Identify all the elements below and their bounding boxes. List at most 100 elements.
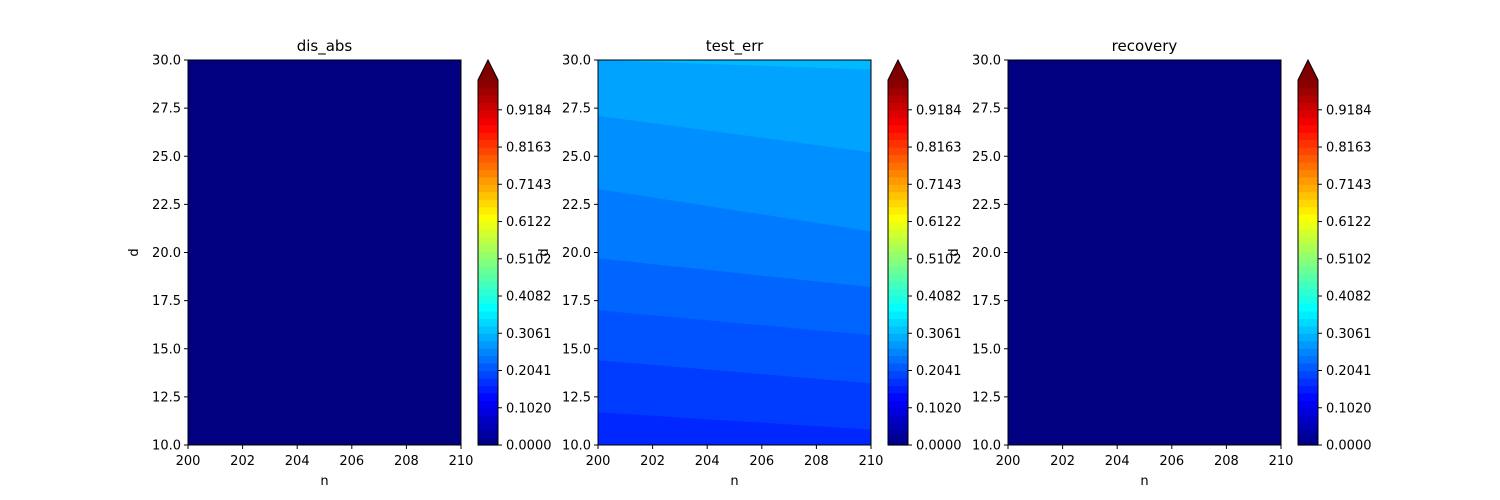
colorbar-segment	[478, 310, 498, 319]
colorbar-segment	[478, 385, 498, 394]
colorbar-segment	[478, 191, 498, 200]
colorbar-tick-label: 0.0000	[506, 439, 552, 454]
colorbar-segment	[478, 147, 498, 156]
colorbar-segment	[1298, 206, 1318, 215]
y-tick-label: 20.0	[152, 246, 181, 261]
colorbar-segment	[1298, 355, 1318, 364]
colorbar-segment	[888, 296, 908, 305]
colorbar-tick-label: 0.6122	[916, 215, 962, 230]
x-tick-label: 210	[1269, 454, 1294, 469]
colorbar-segment	[1298, 147, 1318, 156]
colorbar-segment	[478, 303, 498, 312]
colorbar-segment	[1298, 273, 1318, 282]
y-tick-label: 12.5	[152, 390, 181, 405]
colorbar-segment	[1298, 169, 1318, 178]
colorbar-frame	[1297, 58, 1319, 446]
x-tick-label: 204	[1105, 454, 1130, 469]
x-tick-label: 200	[176, 454, 201, 469]
colorbar-segment	[888, 176, 908, 185]
x-tick-label: 202	[640, 454, 665, 469]
y-tick-label: 27.5	[562, 102, 591, 117]
colorbar-segment	[888, 87, 908, 96]
colorbar-segment	[888, 400, 908, 409]
y-tick-label: 30.0	[152, 54, 181, 69]
colorbar-segment	[478, 400, 498, 409]
colorbar-tick-label: 0.4082	[506, 290, 552, 305]
colorbar-extend-triangle	[888, 60, 908, 80]
colorbar-segment	[478, 296, 498, 305]
colorbar-segment	[888, 221, 908, 230]
colorbar-segment	[1298, 228, 1318, 238]
colorbar-tick-label: 0.7143	[1326, 178, 1372, 193]
y-tick-label: 25.0	[972, 150, 1001, 165]
colorbar-segment	[478, 154, 498, 163]
colorbar-segment	[478, 117, 498, 126]
y-tick-label: 10.0	[972, 439, 1001, 454]
contour-band	[598, 412, 871, 445]
heatmap-fill	[1008, 60, 1281, 445]
colorbar-segment	[888, 161, 908, 170]
colorbar-segment	[478, 273, 498, 282]
colorbar-frame	[887, 58, 909, 446]
colorbar-segment	[888, 340, 908, 349]
colorbar-segment	[1298, 333, 1318, 342]
colorbar-segment	[1298, 303, 1318, 312]
colorbar-tick-label: 0.9184	[506, 103, 552, 118]
colorbar-segment	[478, 333, 498, 342]
y-tick-label: 10.0	[152, 439, 181, 454]
colorbar-segment	[888, 169, 908, 178]
y-tick-label: 20.0	[562, 246, 591, 261]
colorbar-segment	[478, 132, 498, 141]
colorbar-tick-label: 0.1020	[916, 401, 962, 416]
chart-panel-dis-abs: 200 202 204 206 208 210 10.0 12.5 15.0 17.5 20.0 22…	[127, 37, 552, 489]
colorbar-segment	[1298, 363, 1318, 372]
y-tick-label: 15.0	[562, 342, 591, 357]
y-tick-label: 15.0	[972, 342, 1001, 357]
colorbar-segment	[888, 288, 908, 297]
colorbar-segment	[478, 318, 498, 327]
y-axis-label: d	[537, 248, 552, 256]
colorbar-segment	[478, 281, 498, 290]
colorbar-segment	[888, 251, 908, 260]
colorbar-segment	[888, 370, 908, 379]
x-axis-label: n	[730, 474, 738, 489]
colorbar-segment	[478, 407, 498, 416]
colorbar-segment	[888, 377, 908, 387]
chart-title: test_err	[706, 37, 764, 56]
colorbar-extend-triangle	[478, 60, 498, 80]
colorbar-segment	[1298, 258, 1318, 267]
colorbar-tick-label: 0.3061	[506, 327, 552, 342]
colorbar-segment	[1298, 325, 1318, 334]
x-tick-label: 200	[996, 454, 1021, 469]
colorbar-segment	[888, 117, 908, 126]
colorbar-segment	[1298, 437, 1318, 446]
colorbar-segment	[1298, 124, 1318, 133]
colorbar-tick-label: 0.3061	[1326, 327, 1372, 342]
colorbar-segment	[888, 184, 908, 193]
colorbar-segment	[478, 370, 498, 379]
chart-title: dis_abs	[297, 37, 353, 56]
y-tick-label: 30.0	[972, 54, 1001, 69]
colorbar-segment	[1298, 430, 1318, 439]
colorbar-extend-triangle	[1298, 60, 1318, 80]
y-tick-label: 30.0	[562, 54, 591, 69]
colorbar-segment	[1298, 154, 1318, 163]
colorbar-tick-label: 0.8163	[916, 141, 962, 156]
colorbar-segment	[1298, 243, 1318, 252]
y-tick-label: 25.0	[152, 150, 181, 165]
colorbar-segment	[888, 281, 908, 290]
colorbar-segment	[478, 206, 498, 215]
colorbar-segment	[1298, 199, 1318, 208]
colorbar-segment	[478, 221, 498, 230]
y-tick-label: 12.5	[972, 390, 1001, 405]
colorbar-segment	[478, 340, 498, 349]
colorbar-segment	[888, 363, 908, 372]
y-tick-label: 17.5	[972, 294, 1001, 309]
colorbar-segment	[1298, 400, 1318, 409]
chart-panel-test-err: 200 202 204 206 208 210 10.0 12.5 15.0 17.5 20.0 22…	[537, 37, 962, 489]
y-tick-label: 22.5	[562, 198, 591, 213]
colorbar-segment	[888, 333, 908, 342]
colorbar-segment	[478, 87, 498, 96]
colorbar-tick-label: 0.3061	[916, 327, 962, 342]
